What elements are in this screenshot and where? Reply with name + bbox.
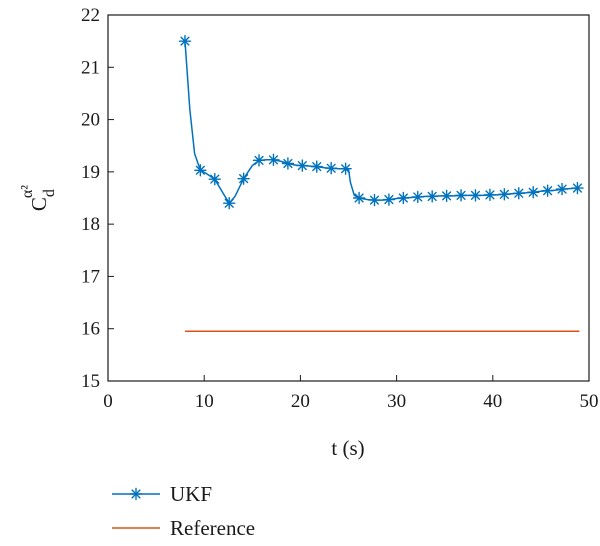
data-point-ukf-6: [267, 153, 280, 167]
x-tick-label-1: 10: [195, 391, 214, 412]
legend-entry-reference: Reference: [112, 516, 255, 540]
data-point-ukf-10: [324, 161, 338, 175]
data-point-ukf-27: [571, 181, 584, 195]
data-point-ukf-7: [281, 157, 295, 170]
data-point-ukf-22: [498, 188, 511, 201]
y-tick-label-1: 16: [81, 319, 100, 340]
data-point-ukf-8: [296, 159, 309, 172]
x-tick-label-5: 50: [580, 391, 599, 412]
data-point-ukf-11: [339, 162, 352, 175]
data-point-ukf-21: [483, 188, 497, 202]
data-point-ukf-15: [397, 191, 410, 205]
y-tick-label-3: 18: [81, 214, 100, 235]
data-point-ukf-4: [237, 172, 250, 185]
legend-label-ukf: UKF: [170, 482, 212, 506]
legend-entry-ukf: UKF: [112, 482, 212, 506]
data-point-ukf-1: [194, 164, 207, 177]
data-point-ukf-24: [527, 186, 540, 199]
plot-area: [107, 14, 590, 382]
data-point-ukf-13: [368, 193, 381, 207]
y-axis-label: Cd α²: [19, 185, 58, 211]
data-point-ukf-26: [555, 182, 569, 196]
data-point-ukf-12: [352, 191, 366, 205]
y-tick-label-4: 19: [81, 162, 100, 183]
y-axis-label-base: C: [27, 197, 51, 211]
data-point-ukf-16: [411, 190, 424, 204]
y-tick-label-2: 17: [81, 266, 100, 287]
series-layer: [178, 34, 584, 333]
x-axis-label: t (s): [331, 436, 364, 460]
data-point-ukf-2: [208, 172, 221, 186]
y-tick-label-5: 20: [81, 110, 100, 131]
y-axis-label-superscript: α²: [19, 185, 36, 198]
data-point-ukf-9: [310, 160, 323, 173]
data-point-ukf-20: [469, 189, 482, 202]
data-point-ukf-18: [440, 189, 453, 203]
x-tick-label-4: 40: [483, 391, 502, 412]
x-tick-label-0: 0: [103, 391, 113, 412]
legend-marker-ukf: [129, 487, 143, 501]
y-tick-label-6: 21: [81, 57, 100, 78]
y-tick-label-7: 22: [81, 5, 100, 26]
legend-marker-ukf-star: [129, 487, 143, 501]
data-point-ukf-5: [252, 154, 266, 167]
data-point-ukf-17: [425, 190, 439, 203]
axis-ticks: 0 10 20 30 40 50 15 16 17 18 19 20 21 22: [81, 5, 599, 412]
y-tick-label-0: 15: [81, 371, 100, 392]
data-point-ukf-3: [223, 197, 236, 210]
data-point-ukf-19: [454, 189, 468, 202]
y-axis-label-subscript: d: [41, 189, 58, 197]
legend-label-reference: Reference: [170, 516, 255, 540]
x-tick-label-3: 30: [387, 391, 406, 412]
data-point-ukf-25: [541, 184, 554, 197]
x-tick-label-2: 20: [291, 391, 310, 412]
data-point-ukf-0: [178, 34, 192, 48]
data-point-ukf-14: [382, 193, 396, 206]
legend: UKF Reference: [112, 482, 255, 540]
svg-text:Cdα²: Cd α²: [19, 185, 58, 211]
data-point-ukf-23: [512, 187, 525, 200]
